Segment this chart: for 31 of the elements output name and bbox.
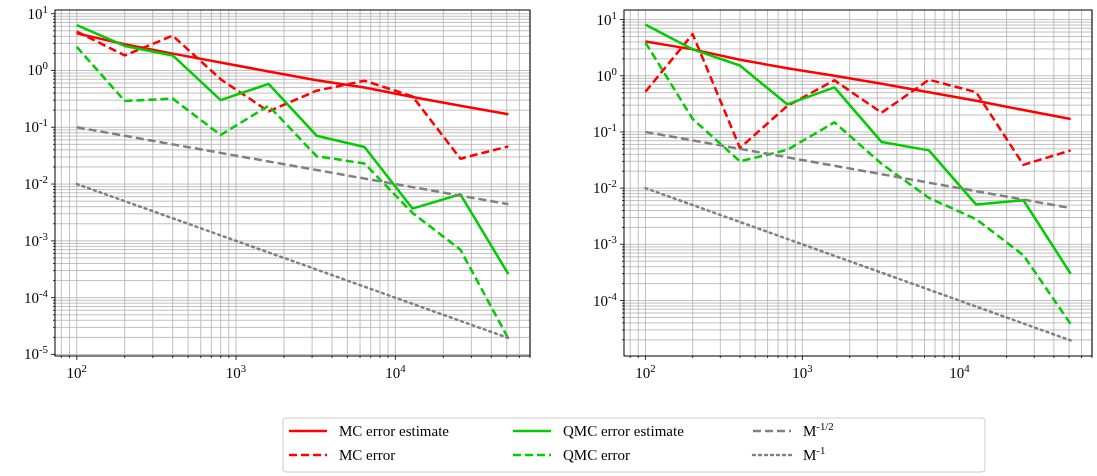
- x-tick-label: 10$^{4}$: [949, 362, 971, 381]
- line-series: [644, 23, 1072, 275]
- legend-label: M$^{-1/2}$: [803, 420, 834, 439]
- y-tick-label: 10$^{1}$: [596, 8, 617, 28]
- line-series: [644, 41, 1072, 326]
- legend-label: M$^{-1}$: [803, 444, 826, 463]
- y-tick-label: 10$^{-5}$: [24, 343, 48, 363]
- y-tick-label: 10$^{-1}$: [593, 120, 617, 140]
- legend-label: QMC error: [563, 447, 631, 463]
- line-series: [75, 182, 510, 340]
- legend-label: QMC error estimate: [563, 423, 685, 439]
- y-tick-label: 10$^{1}$: [27, 2, 48, 22]
- y-tick-label: 10$^{-3}$: [24, 229, 48, 249]
- x-tick-label: 10$^{3}$: [225, 362, 247, 381]
- line-series: [644, 32, 1072, 167]
- x-tick-label: 10$^{4}$: [385, 362, 407, 381]
- y-tick-label: 10$^{0}$: [596, 64, 617, 84]
- y-tick-label: 10$^{-4}$: [24, 286, 49, 306]
- legend-label: MC error: [339, 447, 396, 463]
- y-tick-label: 10$^{-2}$: [593, 177, 617, 197]
- line-series: [644, 186, 1072, 342]
- y-tick-label: 10$^{-4}$: [593, 289, 618, 309]
- x-tick-label: 10$^{3}$: [792, 362, 813, 381]
- y-tick-label: 10$^{-1}$: [24, 116, 48, 136]
- legend-label: MC error estimate: [339, 423, 450, 439]
- x-tick-label: 10$^{2}$: [66, 362, 87, 381]
- line-series: [75, 126, 510, 206]
- y-tick-label: 10$^{0}$: [27, 59, 48, 79]
- y-tick-label: 10$^{-2}$: [24, 173, 48, 193]
- x-tick-label: 10$^{2}$: [635, 362, 656, 381]
- y-tick-label: 10$^{-3}$: [593, 233, 617, 253]
